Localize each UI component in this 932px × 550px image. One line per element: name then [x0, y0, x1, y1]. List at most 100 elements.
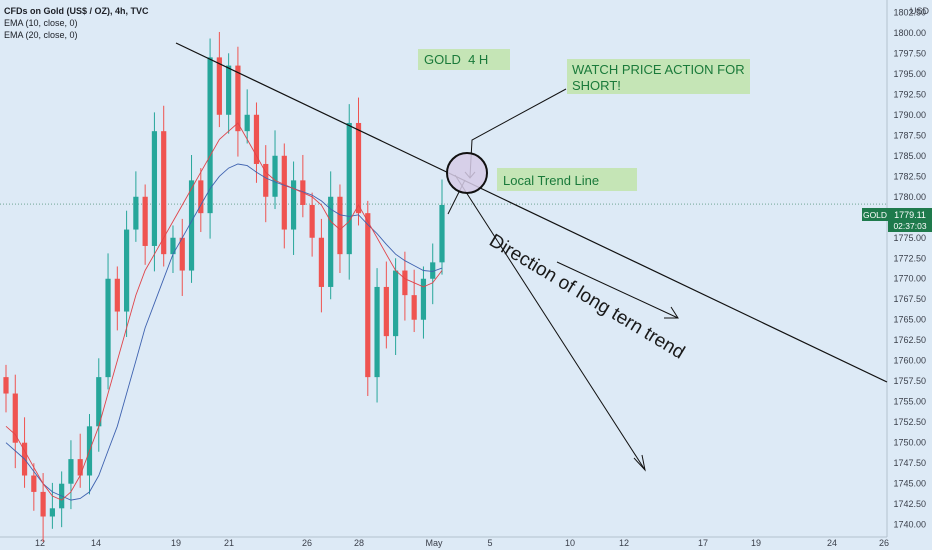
x-tick-label: 19: [751, 538, 761, 548]
note-local-trend-bg: [497, 168, 637, 191]
y-tick-label: 1790.00: [893, 110, 926, 120]
y-tick-label: 1767.50: [893, 294, 926, 304]
candle-up: [439, 204, 445, 263]
candle-down: [355, 122, 362, 214]
ema-20-line: [5, 163, 443, 501]
countdown-timer: 02:37:03: [893, 221, 926, 231]
candle-up: [346, 122, 352, 255]
candle-down: [337, 196, 343, 255]
x-tick-label: May: [425, 538, 443, 548]
y-tick-labels: 1802.50 1800.00 1797.50 1795.00 1792.50 1790.…: [893, 7, 926, 529]
ema-10-line: [5, 122, 443, 501]
y-tick-label: 1780.00: [893, 192, 926, 202]
candle-up: [151, 131, 158, 246]
note-local-trend[interactable]: Local Trend Line: [497, 168, 637, 191]
candle-down: [3, 377, 9, 394]
candle-down: [253, 114, 260, 164]
candle-down: [198, 180, 204, 214]
x-tick-label: 28: [354, 538, 364, 548]
x-tick-label: 10: [565, 538, 575, 548]
direction-arrow-line[interactable]: [556, 261, 679, 319]
indicator-ema20[interactable]: EMA (20, close, 0): [4, 30, 78, 40]
y-tick-label: 1800.00: [893, 28, 926, 38]
x-tick-label: 14: [91, 538, 101, 548]
candle-up: [49, 508, 55, 517]
candle-down: [12, 393, 18, 443]
candle-up: [170, 237, 176, 255]
note-gold-4h[interactable]: GOLD 4 H: [418, 49, 510, 70]
x-tick-labels: 12 14 19 21 26 28 May 5 10 12 17 19 24 26: [35, 538, 889, 548]
y-tick-label: 1770.00: [893, 274, 926, 284]
candle-down: [77, 459, 83, 476]
direction-arrow-head-icon: [664, 306, 679, 319]
y-tick-label: 1747.50: [893, 458, 926, 468]
y-tick-label: 1760.00: [893, 356, 926, 366]
note-watch-price[interactable]: WATCH PRICE ACTION FOR SHORT!: [567, 59, 750, 94]
x-tick-label: 24: [827, 538, 837, 548]
y-tick-label: 1785.00: [893, 151, 926, 161]
y-tick-label: 1787.50: [893, 130, 926, 140]
x-tick-label: 12: [619, 538, 629, 548]
candle-down: [318, 237, 325, 287]
last-price-symbol-bg: [862, 208, 888, 221]
x-tick-label: 26: [302, 538, 312, 548]
y-tick-label: 1772.50: [893, 253, 926, 263]
note-gold-4h-text: GOLD 4 H: [424, 52, 488, 67]
candle-down: [40, 491, 46, 517]
y-tick-label: 1740.00: [893, 520, 926, 530]
last-price-bg: [888, 208, 932, 232]
candle-down: [281, 155, 287, 230]
y-tick-label: 1745.00: [893, 479, 926, 489]
chart-title[interactable]: CFDs on Gold (US$ / OZ), 4h, TVC: [4, 6, 149, 16]
note-gold-4h-bg: [418, 49, 510, 70]
long-term-arrow-head-icon: [633, 454, 646, 472]
note-watch-price-line2: SHORT!: [572, 78, 621, 93]
candle-up: [272, 155, 278, 197]
y-tick-label: 1797.50: [893, 48, 926, 58]
candle-down: [179, 237, 185, 271]
candle-up: [393, 270, 399, 337]
drawings[interactable]: [175, 42, 888, 472]
y-tick-label: 1752.50: [893, 417, 926, 427]
candle-down: [309, 204, 315, 238]
candle-down: [235, 65, 241, 132]
local-trend-line[interactable]: [175, 42, 888, 383]
price-axis[interactable]: [887, 0, 932, 550]
long-term-trend-line[interactable]: [454, 174, 646, 471]
y-tick-label: 1765.00: [893, 315, 926, 325]
currency-label[interactable]: USD: [910, 6, 930, 16]
candle-down: [383, 286, 389, 337]
candle-down: [365, 213, 371, 378]
y-tick-label: 1802.50: [893, 7, 926, 17]
y-tick-label: 1775.00: [893, 233, 926, 243]
y-tick-label: 1742.50: [893, 499, 926, 509]
x-tick-label: 12: [35, 538, 45, 548]
candle-up: [123, 229, 130, 312]
plot-area[interactable]: [0, 0, 887, 550]
y-tick-label: 1782.50: [893, 171, 926, 181]
indicator-ema10[interactable]: EMA (10, close, 0): [4, 18, 78, 28]
last-price-symbol: GOLD: [863, 210, 887, 220]
candle-down: [411, 295, 417, 320]
note-watch-price-bg: [567, 59, 750, 94]
x-tick-label: 26: [879, 538, 889, 548]
y-tick-label: 1755.00: [893, 397, 926, 407]
y-tick-label: 1757.50: [893, 376, 926, 386]
y-tick-label: 1762.50: [893, 335, 926, 345]
candle-up: [96, 377, 102, 427]
candle-up: [226, 65, 232, 115]
watch-zone-circle[interactable]: [446, 152, 488, 194]
candle-down: [31, 475, 37, 492]
last-price-badge: GOLD 1779.11 02:37:03: [862, 208, 932, 232]
x-tick-label: 19: [171, 538, 181, 548]
candle-down: [216, 57, 222, 115]
y-tick-label: 1750.00: [893, 438, 926, 448]
note-local-trend-text: Local Trend Line: [503, 173, 599, 188]
candle-up: [207, 57, 213, 214]
candle-up: [420, 278, 427, 320]
x-tick-label: 17: [698, 538, 708, 548]
candle-up: [290, 180, 297, 230]
last-price-value: 1779.11: [894, 210, 926, 220]
